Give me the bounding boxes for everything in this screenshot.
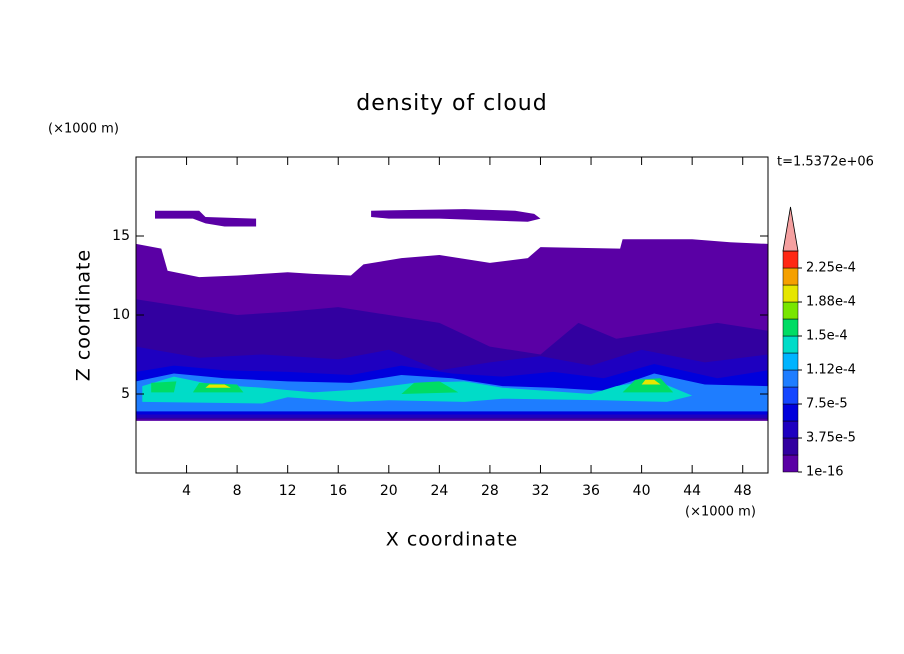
x-tick-label: 20 [380, 483, 398, 499]
y-tick-label: 5 [121, 386, 130, 402]
contour-region [622, 378, 674, 393]
colorbar-band [782, 420, 799, 439]
colorbar-band [782, 437, 799, 456]
x-unit: (×1000 m) [685, 505, 756, 520]
x-tick-label: 12 [279, 483, 297, 499]
colorbar-label: 3.75e-5 [806, 431, 856, 446]
contour-region [155, 210, 257, 227]
time-annotation: t=1.5372e+06 [777, 155, 874, 170]
x-tick-label: 8 [233, 483, 242, 499]
x-tick-label: 28 [481, 483, 499, 499]
colorbar-band [782, 352, 799, 371]
colorbar-band [782, 369, 799, 388]
colorbar-band [782, 301, 799, 320]
colorbar-band [782, 250, 799, 269]
y-axis-label: Z coordinate [73, 249, 95, 381]
y-tick-label: 10 [112, 307, 130, 323]
colorbar-label: 7.5e-5 [806, 397, 848, 412]
colorbar-band [782, 267, 799, 286]
colorbar-label: 1.88e-4 [806, 295, 856, 310]
colorbar-label: 1.5e-4 [806, 329, 848, 344]
x-tick-label: 24 [430, 483, 448, 499]
colorbar-over [782, 206, 799, 252]
colorbar-band [782, 284, 799, 303]
y-unit: (×1000 m) [48, 122, 119, 137]
colorbar-band [782, 403, 799, 422]
x-tick-label: 4 [182, 483, 191, 499]
x-axis-label: X coordinate [386, 529, 518, 551]
x-tick-label: 48 [734, 483, 752, 499]
colorbar-band [782, 335, 799, 354]
contour-field [136, 209, 768, 421]
contour-region [205, 384, 231, 388]
colorbar-band [782, 386, 799, 405]
colorbar-label: 1e-16 [806, 465, 844, 480]
colorbar-label: 2.25e-4 [806, 261, 856, 276]
colorbar-band [782, 454, 799, 473]
contour-region [151, 381, 177, 393]
contour-region [401, 381, 459, 394]
colorbar-band [782, 318, 799, 337]
colorbar-label: 1.12e-4 [806, 363, 856, 378]
x-tick-label: 44 [683, 483, 701, 499]
x-tick-label: 32 [532, 483, 550, 499]
x-tick-label: 16 [329, 483, 347, 499]
x-tick-label: 36 [582, 483, 600, 499]
y-tick-label: 15 [112, 228, 130, 244]
contour-region [641, 379, 661, 385]
contour-region [371, 209, 541, 222]
x-tick-label: 40 [633, 483, 651, 499]
chart-title: density of cloud [356, 91, 547, 116]
